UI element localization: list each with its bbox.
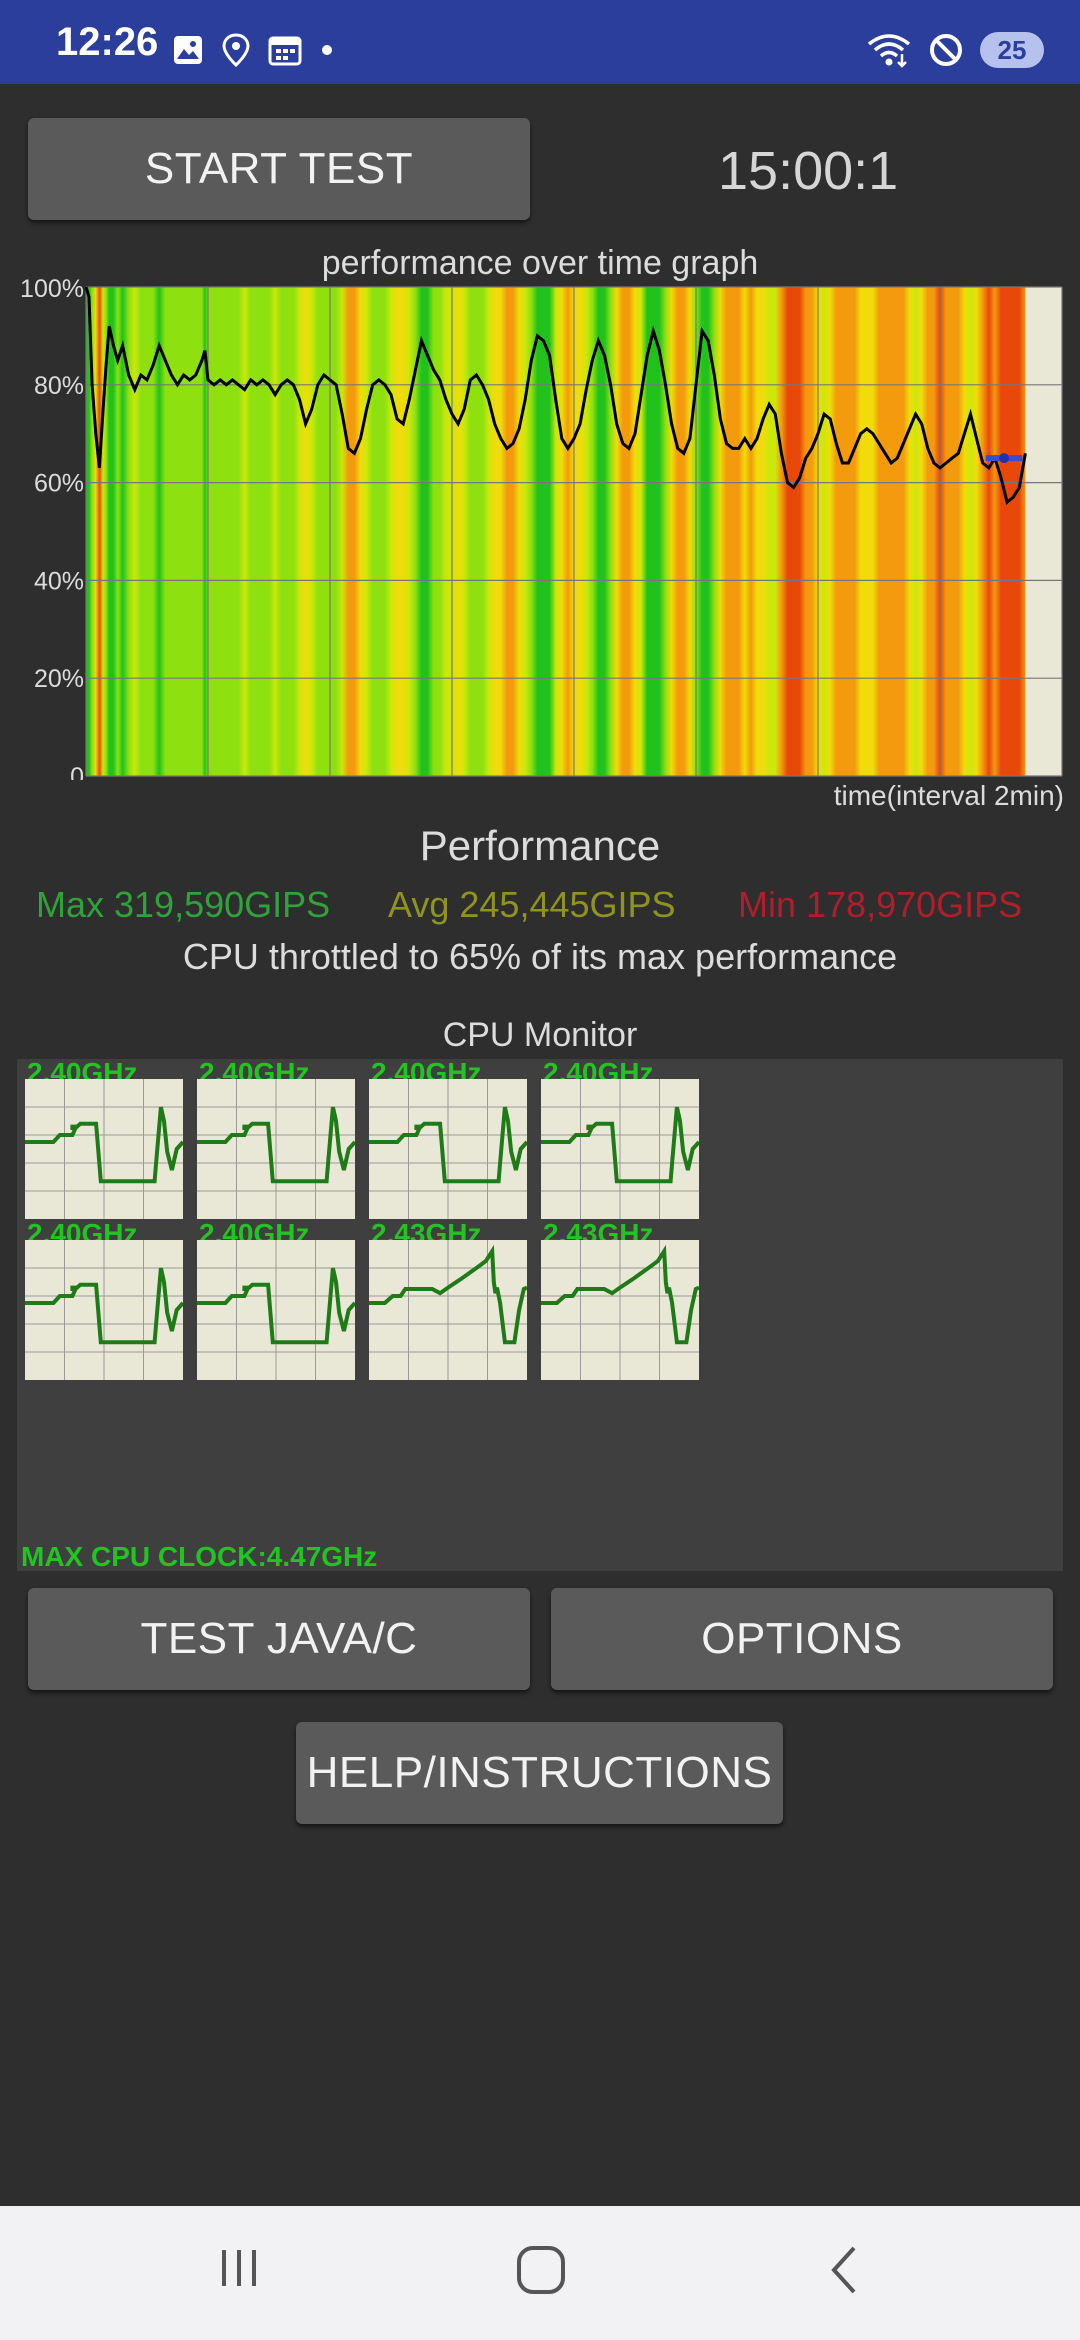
cpu-core-graph [541, 1240, 699, 1380]
cpu-core-graph [541, 1079, 699, 1219]
y-tick-label: 40% [34, 567, 84, 595]
do-not-disturb-icon [930, 34, 962, 66]
min-performance: Min 178,970GIPS [738, 884, 1023, 925]
cpu-core-graph [25, 1240, 183, 1380]
image-icon [174, 36, 202, 64]
graph-x-label: time(interval 2min) [833, 780, 1064, 811]
performance-line [84, 286, 1027, 505]
battery-icon: 25 [980, 32, 1044, 68]
options-button[interactable]: OPTIONS [551, 1588, 1053, 1690]
status-icons-right: 25 [866, 30, 1044, 70]
cpu-core-graph [369, 1079, 527, 1219]
cpu-core-frequency-line [541, 1244, 699, 1345]
location-icon [222, 33, 250, 67]
cpu-core-frequency-line [25, 1267, 183, 1345]
performance-graph: 100% 80% 60% 40% 20% 0 [20, 275, 1063, 780]
cpu-core-frequency-line [25, 1106, 183, 1184]
current-performance-dot [999, 453, 1010, 464]
test-timer: 15:00:1 [718, 141, 899, 201]
status-bar: 12:26 25 [0, 0, 1080, 84]
max-performance: Max 319,590GIPS [36, 884, 331, 925]
cpu-monitor-panel: MAX CPU CLOCK:4.47GHz 2.40GHz 2.40GHz 2.40… [17, 1057, 1063, 1572]
cpu-monitor-title: CPU Monitor [442, 1016, 638, 1054]
status-icons-left [172, 30, 334, 70]
dot-icon [322, 45, 332, 55]
calendar-icon [268, 36, 302, 66]
cpu-core-frequency-line [541, 1106, 699, 1184]
home-icon[interactable] [513, 2242, 569, 2298]
recents-icon[interactable] [214, 2242, 264, 2294]
cpu-core-graph [369, 1240, 527, 1380]
y-tick-label: 60% [34, 470, 84, 498]
y-tick-label: 80% [34, 372, 84, 400]
help-instructions-button[interactable]: HELP/INSTRUCTIONS [296, 1722, 783, 1824]
y-tick-label: 20% [34, 665, 84, 693]
performance-title: Performance [419, 822, 661, 869]
graph-title: performance over time graph [321, 244, 759, 282]
cpu-core-frequency-line [369, 1244, 527, 1345]
cpu-core-graph [25, 1079, 183, 1219]
wifi-icon [867, 34, 911, 68]
y-tick-label: 0 [70, 763, 84, 780]
start-test-button[interactable]: START TEST [28, 118, 530, 220]
cpu-core-frequency-line [197, 1106, 355, 1184]
heat-fill-area [86, 287, 1026, 776]
test-java-c-button[interactable]: TEST JAVA/C [28, 1588, 530, 1690]
navigation-bar [0, 2206, 1080, 2340]
y-tick-label: 100% [20, 275, 84, 303]
cpu-core-frequency-line [369, 1106, 527, 1184]
graph-heat-fill [86, 287, 1026, 776]
avg-performance: Avg 245,445GIPS [388, 884, 676, 925]
status-time: 12:26 [56, 20, 159, 64]
graph-y-ticks: 100% 80% 60% 40% 20% 0 [20, 275, 84, 780]
throttle-summary: CPU throttled to 65% of its max performa… [182, 936, 898, 977]
cpu-core-graph [197, 1079, 355, 1219]
cpu-core-frequency-line [197, 1267, 355, 1345]
max-cpu-clock: MAX CPU CLOCK:4.47GHz [21, 1541, 378, 1572]
cpu-core-graph [197, 1240, 355, 1380]
back-icon[interactable] [822, 2242, 866, 2298]
